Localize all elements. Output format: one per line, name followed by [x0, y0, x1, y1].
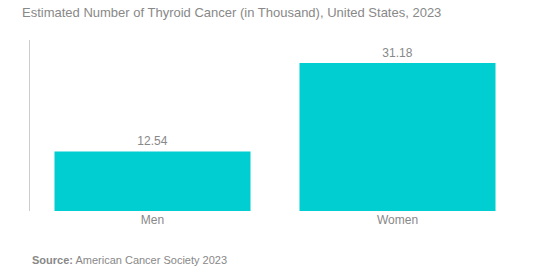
- svg-text:Men: Men: [141, 213, 164, 227]
- svg-text:Estimated Number of Thyroid Ca: Estimated Number of Thyroid Cancer (in T…: [22, 5, 441, 20]
- svg-text:Women: Women: [377, 213, 418, 227]
- svg-text:31.18: 31.18: [382, 46, 412, 60]
- svg-text:Source: American Cancer Societ: Source: American Cancer Society 2023: [32, 254, 227, 266]
- svg-text:12.54: 12.54: [137, 134, 167, 148]
